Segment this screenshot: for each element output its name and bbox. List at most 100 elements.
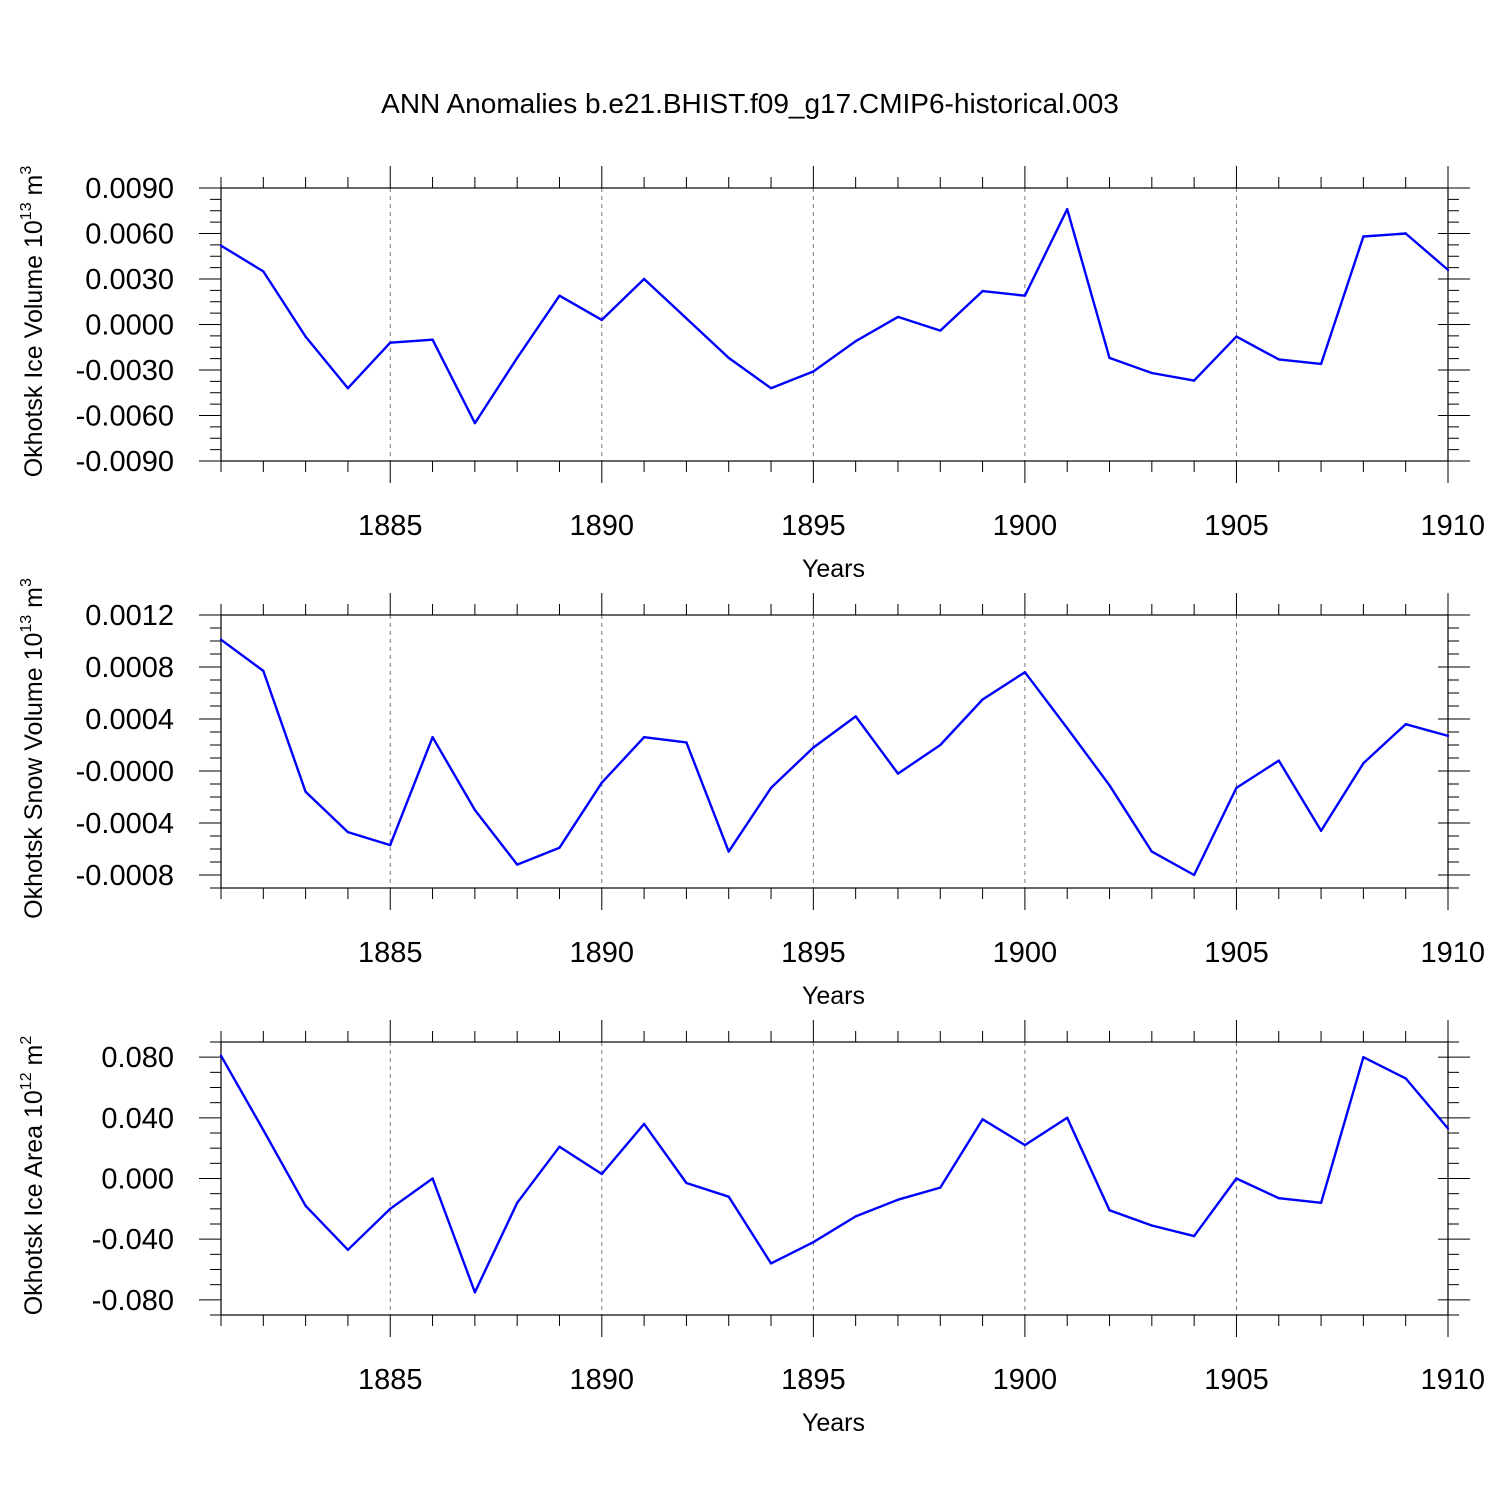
data-point-1893 xyxy=(727,356,730,360)
data-point-1907 xyxy=(1319,362,1323,366)
chart-panels: 0.0090 0.0060 0.0030 0.0000 -0.0030 -0.0060 -0… xyxy=(18,166,1485,1437)
plot-frame xyxy=(220,1041,1449,1316)
data-point-1910 xyxy=(1446,268,1450,272)
y-tick-label: -0.0060 xyxy=(76,401,174,433)
x-tick-label: 1910 xyxy=(1420,510,1485,542)
x-tick-label: 1895 xyxy=(781,937,846,969)
data-point-1902 xyxy=(1108,1209,1111,1212)
data-point-1889 xyxy=(558,294,561,297)
y-axis-label-ylabel-unit-exp: 3 xyxy=(18,166,35,175)
data-point-1894 xyxy=(769,786,773,790)
y-axis-label: Okhotsk Ice Volume 1013 m3 xyxy=(18,166,48,478)
y-tick-label: 0.0060 xyxy=(85,219,174,251)
data-point-1905 xyxy=(1235,335,1238,338)
x-tick-label: 1905 xyxy=(1204,510,1269,542)
data-point-1908 xyxy=(1362,1055,1365,1059)
data-point-1903 xyxy=(1150,850,1154,853)
data-point-1901 xyxy=(1066,208,1069,211)
data-point-1910 xyxy=(1446,1127,1450,1130)
data-point-1894 xyxy=(769,387,773,390)
x-tick-label: 1910 xyxy=(1420,1364,1485,1396)
data-point-1892 xyxy=(685,317,688,320)
series-line xyxy=(220,638,1449,877)
data-point-1886 xyxy=(431,1177,434,1180)
y-axis-label-ylabel-exp: 13 xyxy=(18,202,35,220)
data-point-1897 xyxy=(896,315,900,319)
y-axis-label-ylabel: Okhotsk Ice Area 10 xyxy=(20,1090,48,1315)
x-tick-label: 1890 xyxy=(570,1364,635,1396)
data-point-1907 xyxy=(1319,1201,1323,1204)
data-point-1888 xyxy=(515,356,519,360)
series-line xyxy=(220,207,1449,425)
x-tick-label: 1885 xyxy=(358,1364,423,1396)
data-point-1904 xyxy=(1192,379,1196,382)
data-point-1909 xyxy=(1404,232,1407,235)
chart-panel-3: 0.080 0.040 0.000 -0.040 -0.080 1885 1890 1895 1… xyxy=(18,1020,1485,1437)
data-point-1892 xyxy=(685,741,688,744)
y-axis-label-ylabel-unit-exp: 2 xyxy=(18,1036,35,1045)
x-tick-label: 1900 xyxy=(993,510,1058,542)
data-point-1896 xyxy=(854,715,857,718)
data-point-1896 xyxy=(854,1215,857,1218)
data-point-1887 xyxy=(473,1291,477,1294)
data-point-1883 xyxy=(304,335,307,338)
data-point-1888 xyxy=(515,863,519,866)
data-point-1904 xyxy=(1192,873,1196,877)
data-point-1901 xyxy=(1066,726,1069,730)
y-tick-label: 0.0000 xyxy=(85,310,174,342)
plot-frame xyxy=(220,187,1449,462)
series-line xyxy=(219,1055,1449,1294)
data-point-1887 xyxy=(473,421,477,425)
y-axis-label-ylabel-unit-exp: 3 xyxy=(18,578,35,587)
data-point-1910 xyxy=(1446,734,1450,738)
data-point-1898 xyxy=(939,329,942,332)
y-tick-label: -0.0004 xyxy=(76,808,174,840)
data-point-1894 xyxy=(769,1262,773,1265)
y-tick-label: 0.0008 xyxy=(85,652,174,684)
data-point-1901 xyxy=(1066,1116,1069,1120)
data-point-1891 xyxy=(642,736,646,739)
y-tick-label: -0.080 xyxy=(92,1285,174,1317)
data-point-1898 xyxy=(939,1186,942,1189)
data-point-1895 xyxy=(812,1241,815,1244)
data-point-1895 xyxy=(812,370,815,373)
chart-panel-1: 0.0090 0.0060 0.0030 0.0000 -0.0030 -0.0060 -0… xyxy=(18,166,1485,583)
data-point-1885 xyxy=(389,341,392,344)
data-point-1909 xyxy=(1404,723,1407,726)
data-point-1903 xyxy=(1150,1224,1154,1227)
x-axis-label: Years xyxy=(802,555,865,583)
y-tick-label: 0.0004 xyxy=(85,704,174,736)
data-point-1886 xyxy=(431,338,434,341)
data-point-1881 xyxy=(219,1054,223,1057)
data-point-1884 xyxy=(346,1248,350,1251)
y-axis-label: Okhotsk Snow Volume 1013 m3 xyxy=(18,578,48,919)
data-point-1891 xyxy=(642,277,646,281)
data-point-1893 xyxy=(727,1195,730,1198)
data-point-1902 xyxy=(1108,356,1111,360)
data-point-1908 xyxy=(1362,235,1365,238)
y-axis-label-ylabel: Okhotsk Snow Volume 10 xyxy=(20,633,48,919)
x-tick-label: 1885 xyxy=(358,510,423,542)
chart-panel-2: 0.0012 0.0008 0.0004 -0.0000 -0.0004 -0.0008 1… xyxy=(18,578,1485,1010)
data-point-1882 xyxy=(262,669,265,673)
x-tick-label: 1895 xyxy=(781,510,846,542)
data-point-1886 xyxy=(431,736,434,739)
y-tick-label: 0.0030 xyxy=(85,264,174,296)
data-point-1895 xyxy=(812,746,815,749)
data-point-1893 xyxy=(727,850,730,853)
x-tick-label: 1900 xyxy=(993,937,1058,969)
x-tick-label: 1900 xyxy=(993,1364,1058,1396)
data-point-1883 xyxy=(304,790,307,793)
x-axis-label: Years xyxy=(802,1409,865,1437)
data-point-1905 xyxy=(1235,1177,1238,1180)
data-point-1881 xyxy=(219,244,223,247)
data-point-1900 xyxy=(1023,294,1027,297)
data-point-1898 xyxy=(939,743,942,747)
data-point-1891 xyxy=(642,1122,646,1126)
x-tick-label: 1890 xyxy=(570,510,635,542)
data-point-1903 xyxy=(1150,371,1154,375)
y-tick-label: -0.0030 xyxy=(76,355,174,387)
x-tick-label: 1890 xyxy=(570,937,635,969)
y-tick-label: 0.000 xyxy=(101,1164,174,1196)
